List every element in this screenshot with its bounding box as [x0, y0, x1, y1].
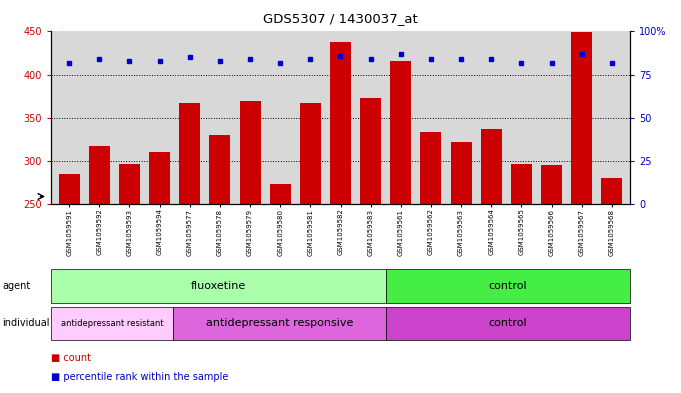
Bar — [420, 132, 441, 204]
Bar — [173, 307, 386, 340]
Text: ■ percentile rank within the sample: ■ percentile rank within the sample — [51, 372, 228, 382]
Bar — [270, 184, 291, 204]
Bar — [481, 129, 502, 204]
Text: fluoxetine: fluoxetine — [191, 281, 247, 291]
Bar — [149, 152, 170, 204]
Bar — [300, 103, 321, 204]
Text: individual: individual — [2, 318, 50, 328]
Text: antidepressant resistant: antidepressant resistant — [61, 319, 163, 328]
Bar — [451, 142, 472, 204]
Bar — [571, 32, 592, 204]
Text: control: control — [489, 281, 527, 291]
Text: agent: agent — [2, 281, 30, 291]
Bar — [209, 135, 230, 204]
Bar — [89, 147, 110, 204]
Text: GDS5307 / 1430037_at: GDS5307 / 1430037_at — [263, 12, 418, 25]
Bar — [59, 174, 80, 204]
Bar — [511, 164, 532, 204]
Bar — [240, 101, 261, 204]
Bar — [179, 103, 200, 204]
Text: antidepressant responsive: antidepressant responsive — [206, 318, 353, 328]
Bar — [330, 42, 351, 204]
Bar — [386, 269, 630, 303]
Bar — [386, 307, 630, 340]
Bar — [360, 98, 381, 204]
Bar — [601, 178, 622, 204]
Bar — [51, 307, 173, 340]
Text: ■ count: ■ count — [51, 353, 91, 363]
Bar — [51, 269, 386, 303]
Bar — [119, 164, 140, 204]
Bar — [390, 61, 411, 204]
Bar — [541, 165, 562, 204]
Text: control: control — [489, 318, 527, 328]
